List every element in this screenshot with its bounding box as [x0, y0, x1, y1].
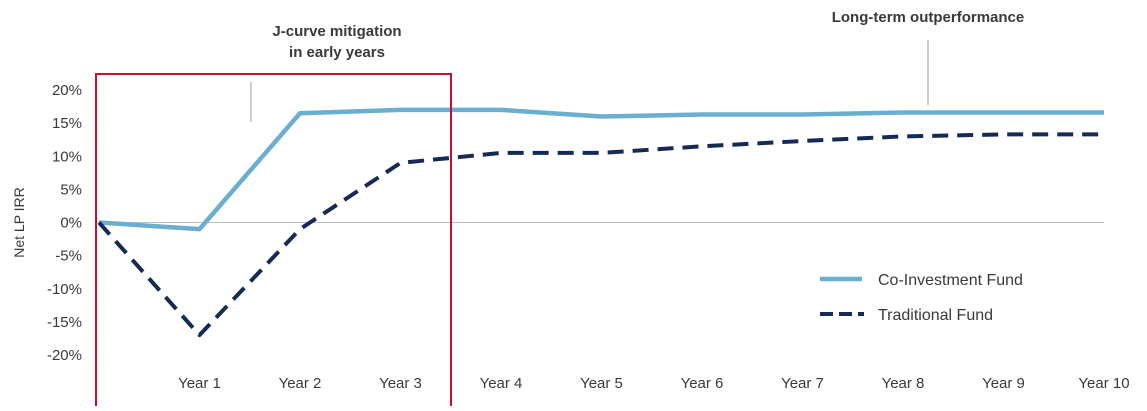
x-tick-label: Year 4 — [480, 375, 523, 392]
y-axis-ticks: 20% 15% 10% 5% 0% -5% -10% -15% -20% — [47, 82, 82, 364]
x-tick-label: Year 3 — [379, 375, 422, 392]
x-tick-label: Year 8 — [882, 375, 925, 392]
y-tick-label: 0% — [60, 215, 82, 232]
legend-label-traditional: Traditional Fund — [878, 307, 993, 324]
y-tick-label: -5% — [55, 248, 82, 265]
legend: Co-Investment Fund Traditional Fund — [820, 272, 1023, 324]
series-layer — [97, 107, 1104, 338]
y-tick-label: -10% — [47, 281, 82, 298]
x-tick-label: Year 1 — [178, 375, 221, 392]
x-tick-label: Year 10 — [1078, 375, 1129, 392]
annotation-j-curve-line: J-curve mitigation — [272, 23, 401, 40]
series-line-traditional-fund — [97, 132, 1104, 338]
x-tick-label: Year 6 — [681, 375, 724, 392]
x-tick-label: Year 5 — [580, 375, 623, 392]
annotations: J-curve mitigation in early years Long-ter… — [250, 9, 1025, 122]
y-tick-label: 15% — [52, 115, 82, 132]
y-tick-label: -20% — [47, 347, 82, 364]
y-tick-label: -15% — [47, 314, 82, 331]
series-line-co-investment-fund — [98, 107, 1104, 232]
x-tick-label: Year 9 — [982, 375, 1025, 392]
x-tick-label: Year 7 — [781, 375, 824, 392]
j-curve-highlight-box — [95, 73, 452, 411]
annotation-long-term-line: Long-term outperformance — [832, 9, 1025, 26]
y-tick-label: 20% — [52, 82, 82, 99]
x-tick-label: Year 2 — [279, 375, 322, 392]
y-axis-label: Net LP IRR — [11, 187, 27, 258]
y-tick-label: 10% — [52, 148, 82, 165]
annotation-j-curve-line: in early years — [289, 44, 385, 61]
legend-label-co-investment: Co-Investment Fund — [878, 272, 1023, 289]
y-tick-label: 5% — [60, 181, 82, 198]
x-axis-ticks: Year 1 Year 2 Year 3 Year 4 Year 5 Year 6 Year… — [178, 375, 1130, 392]
